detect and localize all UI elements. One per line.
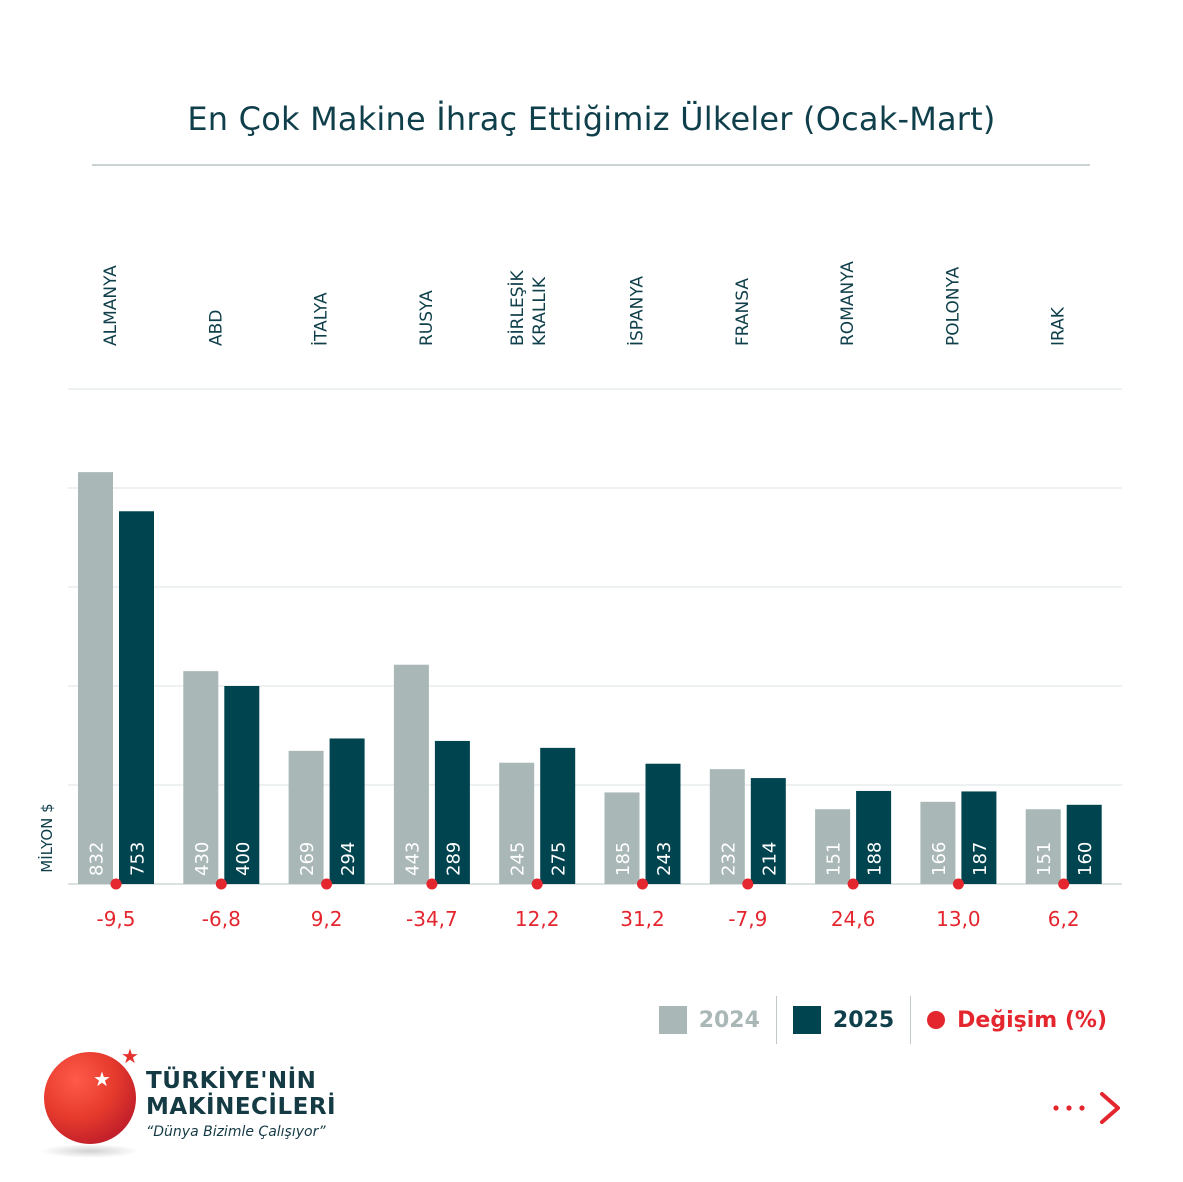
category-label: BİRLEŞİK KRALLIK [507, 269, 550, 346]
category-label: FRANSA [733, 278, 753, 346]
change-dot [952, 878, 964, 890]
bar-2024 [288, 750, 324, 884]
bar-2025 [434, 740, 470, 884]
data-label-2025: 294 [338, 842, 359, 876]
category-label: ROMANYA [838, 261, 858, 346]
change-dot [215, 878, 227, 890]
logo-title-line2: MAKİNECİLERİ [146, 1094, 337, 1120]
data-label-2024: 151 [1034, 842, 1055, 876]
change-dot [742, 878, 754, 890]
category-label: IRAK [1049, 306, 1069, 346]
change-label: -6,8 [202, 907, 241, 931]
y-axis-label: MİLYON $ [37, 803, 56, 872]
change-label: 12,2 [515, 907, 560, 931]
change-dot [847, 878, 859, 890]
change-label: -7,9 [728, 907, 767, 931]
change-label: -34,7 [406, 907, 458, 931]
bar-2024 [78, 472, 113, 884]
data-label-2024: 430 [192, 842, 213, 876]
change-dot [426, 878, 438, 890]
legend-item-2024: 2024 [643, 1006, 776, 1034]
change-label: 9,2 [311, 907, 343, 931]
legend-dot-change [927, 1011, 946, 1029]
page-title: En Çok Makine İhraç Ettiğimiz Ülkeler (O… [187, 100, 996, 138]
category-label: İSPANYA [627, 276, 648, 346]
bar-2025 [119, 511, 154, 884]
change-label: 13,0 [936, 907, 981, 931]
logo-shadow [40, 1144, 140, 1158]
legend-separator [910, 996, 912, 1044]
change-label: 31,2 [620, 907, 665, 931]
bar-2025 [540, 747, 576, 884]
data-label-2025: 753 [128, 842, 149, 876]
legend: 2024 2025 Değişim (%) [643, 996, 1123, 1044]
bar-2024 [920, 801, 956, 884]
data-label-2025: 275 [549, 842, 570, 876]
category-label: ALMANYA [101, 265, 121, 346]
legend-label-2024: 2024 [698, 1007, 760, 1033]
data-label-2025: 214 [759, 842, 780, 876]
legend-swatch-2025 [792, 1006, 821, 1034]
data-label-2024: 166 [929, 842, 950, 876]
logo-sphere [44, 1052, 136, 1144]
data-label-2025: 187 [970, 842, 991, 876]
bar-2025 [1066, 804, 1102, 884]
category-label: ABD [206, 310, 226, 346]
change-dot [1058, 878, 1070, 890]
bar-2025 [329, 738, 365, 884]
data-label-2025: 289 [443, 842, 464, 876]
legend-label-change: Değişim (%) [957, 1007, 1107, 1033]
data-label-2024: 443 [402, 842, 423, 876]
bar-2024 [709, 769, 745, 884]
bar-chart: ALMANYA ABD İTALYA RUSYA BİRLEŞİK KRALLIK İSPA… [37, 261, 1122, 931]
data-label-2024: 245 [508, 842, 529, 876]
bar-2025 [224, 686, 260, 884]
change-dot [321, 878, 333, 890]
bar-2024 [815, 809, 851, 884]
change-dot [637, 878, 648, 890]
data-label-2024: 269 [297, 842, 318, 876]
bar-2024 [499, 762, 535, 884]
change-label: -9,5 [96, 907, 135, 931]
bar-2024 [604, 792, 640, 884]
bar-2024 [393, 664, 429, 884]
data-label-2025: 188 [865, 842, 886, 876]
data-label-2025: 243 [654, 842, 675, 876]
bar-2025 [645, 763, 681, 884]
star-icon: ★ [121, 1044, 139, 1068]
logo-slogan: “Dünya Bizimle Çalışıyor” [146, 1124, 326, 1140]
change-dot [110, 878, 122, 890]
bar-2025 [856, 790, 892, 884]
data-label-2024: 185 [613, 842, 634, 876]
data-label-2024: 151 [824, 842, 845, 876]
star-icon: ★ [93, 1067, 111, 1091]
legend-separator [775, 996, 777, 1044]
change-dot [531, 878, 543, 890]
legend-swatch-2024 [658, 1006, 687, 1034]
title-divider [92, 164, 1090, 166]
data-label-2024: 832 [87, 842, 108, 876]
data-label-2025: 160 [1075, 842, 1096, 876]
logo-title-line1: TÜRKİYE'NİN [146, 1068, 317, 1094]
legend-item-2025: 2025 [777, 1006, 910, 1034]
legend-item-change: Değişim (%) [911, 1008, 1123, 1033]
change-label: 24,6 [831, 907, 876, 931]
category-label: RUSYA [417, 290, 437, 346]
data-label-2024: 232 [718, 842, 739, 876]
category-label: POLONYA [943, 266, 963, 346]
legend-label-2025: 2025 [832, 1007, 895, 1033]
bar-2025 [750, 778, 786, 884]
change-label: 6,2 [1048, 907, 1080, 931]
next-arrow-icon[interactable] [1050, 1090, 1124, 1126]
category-label: İTALYA [311, 292, 332, 346]
bar-2024 [183, 671, 219, 884]
data-label-2025: 400 [233, 842, 254, 876]
bar-2024 [1025, 809, 1061, 884]
bar-2025 [961, 791, 997, 884]
